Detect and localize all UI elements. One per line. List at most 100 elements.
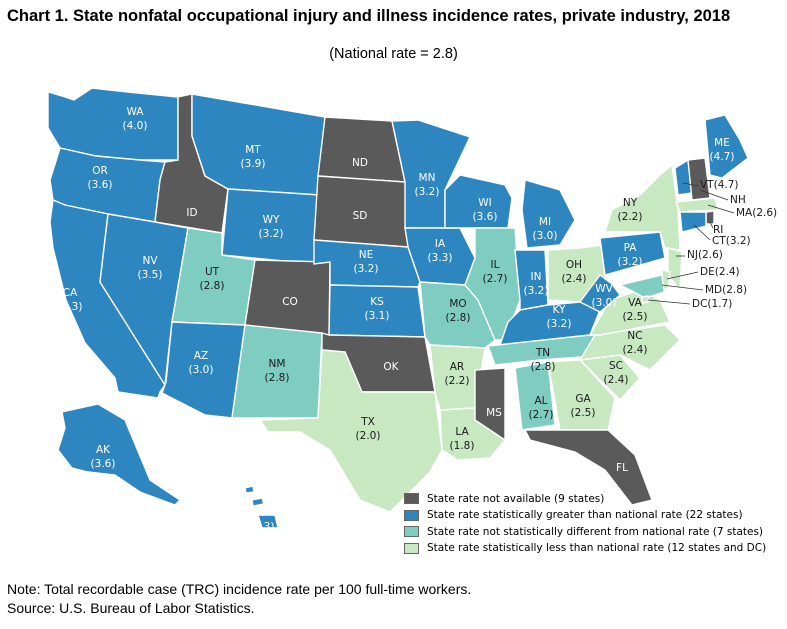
state-label-wv: WV <box>595 283 613 295</box>
state-rate-mt: (3.9) <box>241 158 266 170</box>
state-rate-wv: (3.0) <box>592 297 617 309</box>
state-label-ms: MS <box>486 407 502 419</box>
state-label-al: AL <box>534 395 547 407</box>
state-rate-hi: (3.3) <box>250 521 275 533</box>
state-label-ma: MA(2.6) <box>736 207 777 219</box>
legend-swatch-na <box>404 493 419 504</box>
state-hi <box>244 485 279 529</box>
state-label-il: IL <box>491 259 500 271</box>
state-label-wi: WI <box>478 197 491 209</box>
state-pa <box>599 231 666 276</box>
leader-line-ct <box>693 224 711 241</box>
state-label-md: MD(2.8) <box>705 284 747 296</box>
state-ga <box>547 359 616 431</box>
state-label-nj: NJ(2.6) <box>687 249 723 261</box>
state-rate-ut: (2.8) <box>200 280 225 292</box>
state-rate-ne: (3.2) <box>354 263 379 275</box>
state-rate-va: (2.5) <box>623 311 648 323</box>
state-label-nh: NH <box>730 194 746 206</box>
state-label-tx: TX <box>360 416 375 428</box>
state-nd <box>317 116 406 183</box>
state-rate-sc: (2.4) <box>604 374 629 386</box>
state-label-mi: MI <box>539 216 551 228</box>
state-label-nd: ND <box>352 157 368 169</box>
state-ms <box>474 367 506 442</box>
state-rate-ar: (2.2) <box>445 375 470 387</box>
state-label-ut: UT <box>205 266 220 278</box>
state-wy <box>221 188 321 265</box>
state-nj <box>667 247 683 292</box>
state-label-sd: SD <box>353 210 368 222</box>
legend-swatch-nsd <box>404 526 419 537</box>
state-ma <box>675 197 719 213</box>
state-label-pa: PA <box>624 242 638 254</box>
state-label-vt: VT(4.7) <box>700 179 739 191</box>
leader-line-ma <box>707 204 735 214</box>
state-wi <box>444 174 513 229</box>
leader-line-dc <box>647 299 691 305</box>
state-label-az: AZ <box>194 350 208 362</box>
leader-line-ri <box>709 221 714 229</box>
state-label-in: IN <box>531 271 542 283</box>
source-text: Source: U.S. Bureau of Labor Statistics. <box>7 600 255 616</box>
state-me <box>704 114 749 179</box>
state-md <box>617 274 665 299</box>
legend-label-less: State rate statistically less than natio… <box>427 542 767 554</box>
state-label-ny: NY <box>623 197 638 209</box>
state-rate-wa: (4.0) <box>123 120 148 132</box>
state-rate-wi: (3.6) <box>473 211 498 223</box>
state-label-ri: RI <box>713 224 723 236</box>
state-rate-ga: (2.5) <box>571 407 596 419</box>
state-dc <box>641 295 650 304</box>
state-label-ia: IA <box>435 238 446 250</box>
state-rate-mn: (3.2) <box>415 186 440 198</box>
map-legend: State rate not available (9 states) Stat… <box>404 491 766 557</box>
state-label-co: CO <box>282 296 298 308</box>
state-label-va: VA <box>628 297 643 309</box>
state-label-wa: WA <box>127 106 145 118</box>
state-label-ga: GA <box>575 393 591 405</box>
state-label-dc: DC(1.7) <box>692 298 732 310</box>
state-rate-nc: (2.4) <box>623 344 648 356</box>
state-rate-ny: (2.2) <box>618 211 643 223</box>
state-tx <box>258 349 443 513</box>
state-labels: WA (4.0) OR (3.6) CA (3.3) ID NV (3.5) MT (3.9) WY (… <box>58 106 778 533</box>
state-label-ok: OK <box>383 361 399 373</box>
state-label-nc: NC <box>627 330 642 342</box>
state-label-ar: AR <box>450 361 464 373</box>
state-label-id: ID <box>186 207 197 219</box>
state-rate-or: (3.6) <box>88 179 113 191</box>
state-rate-ia: (3.3) <box>428 252 453 264</box>
leader-line-vt <box>682 182 699 187</box>
state-label-ks: KS <box>370 296 384 308</box>
state-rate-al: (2.7) <box>529 409 554 421</box>
state-label-ak: AK <box>96 444 111 456</box>
state-label-mo: MO <box>449 298 466 310</box>
state-label-oh: OH <box>566 259 582 271</box>
state-rate-il: (2.7) <box>483 273 508 285</box>
legend-label-nsd: State rate not statistically different f… <box>427 525 764 538</box>
state-ny <box>604 163 681 251</box>
state-ak <box>57 403 182 506</box>
state-label-ne: NE <box>359 249 374 261</box>
state-label-tn: TN <box>535 347 550 359</box>
legend-item-na: State rate not available (9 states) <box>404 491 766 506</box>
state-rate-oh: (2.4) <box>562 273 587 285</box>
state-label-nv: NV <box>142 255 158 267</box>
state-label-de: DE(2.4) <box>700 266 740 278</box>
state-rate-mi: (3.0) <box>533 230 558 242</box>
state-rate-wy: (3.2) <box>259 228 284 240</box>
state-label-ct: CT(3.2) <box>712 235 751 247</box>
state-rate-ky: (3.2) <box>547 318 572 330</box>
state-label-mt: MT <box>245 144 261 156</box>
state-rate-pa: (3.2) <box>618 256 643 268</box>
legend-label-greater: State rate statistically greater than na… <box>427 509 743 521</box>
state-wv <box>578 274 621 313</box>
state-rate-ca: (3.3) <box>58 301 83 313</box>
legend-item-nsd: State rate not statistically different f… <box>404 524 766 539</box>
state-rate-la: (1.8) <box>450 440 475 452</box>
leader-line-de <box>666 271 699 280</box>
state-rate-tn: (2.8) <box>531 361 556 373</box>
state-label-sc: SC <box>609 360 623 372</box>
